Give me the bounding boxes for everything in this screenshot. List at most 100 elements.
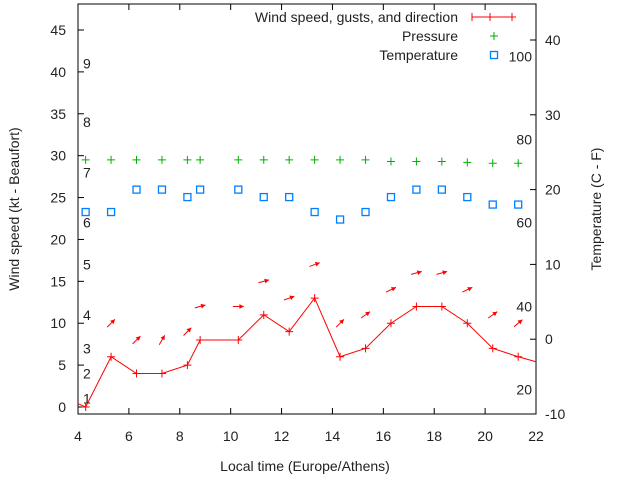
y2-axis-label: Temperature (C - F) [588,148,604,271]
wind-speed-point [107,352,116,361]
legend: Wind speed, gusts, and direction Pressure… [255,9,516,63]
pressure-point [386,157,395,166]
y-tick-label: 40 [50,64,66,80]
temperature-point [234,185,243,194]
legend-label-temperature: Temperature [379,47,458,63]
y-tick-label: 35 [50,106,66,122]
y-tick-label: 10 [50,315,66,331]
y2-tick-label: 20 [545,182,561,198]
temperature-point [81,207,90,217]
temperature-point [259,192,268,202]
beaufort-label: 8 [83,114,91,130]
beaufort-label: 3 [83,340,91,356]
temperature-point [310,207,319,217]
y-tick-label: 0 [58,399,66,415]
wind-speed-point [196,335,205,344]
wind-speed-point [514,352,523,361]
fahrenheit-label: 40 [516,298,532,314]
temperature-point [183,192,192,202]
pressure-point [463,158,472,167]
pressure-point [488,159,497,168]
arrow-head [200,303,206,309]
fahrenheit-label: 20 [516,381,532,397]
y2-tick-label: -10 [545,406,565,422]
wind-direction-arrow [183,327,192,336]
temperature-point [412,185,421,194]
x-tick-label: 16 [376,428,392,444]
wind-direction-arrow [360,311,371,319]
wind-speed-point [234,335,243,344]
wind-direction-arrow [158,334,166,345]
temperature-point [132,185,141,194]
arrow-head [365,311,371,317]
temperature-point [195,185,205,194]
wind-direction-arrow [309,261,320,267]
y-axis-label: Wind speed (kt - Beaufort) [6,127,22,290]
arrow-head [517,319,523,325]
x-tick-label: 14 [325,428,341,444]
pressure-point [132,155,141,164]
x-tick-label: 12 [274,428,290,444]
y-tick-label: 15 [50,273,66,289]
pressure-point [514,159,523,168]
arrow-head [314,261,320,267]
y2-tick-label: 0 [545,331,553,347]
wind-direction-arrow [106,318,116,328]
wind-speed-point [157,369,166,378]
y-tick-label: 5 [58,357,66,373]
arrow-head [160,335,165,341]
arrow-head [492,311,498,317]
pressure-point [196,155,205,164]
legend-swatch-pressure [490,32,498,40]
legend-swatch-temperature [489,50,499,60]
y-tick-label: 25 [50,190,66,206]
wind-speed-point [361,344,370,353]
pressure-point [361,155,370,164]
wind-speed-point [386,319,395,328]
arrow-head [467,287,473,292]
temperature-point [437,185,447,194]
pressure-point [336,155,345,164]
pressure-point [285,155,294,164]
x-tick-label: 20 [477,428,493,444]
arrow-head [186,327,192,333]
x-tick-label: 10 [223,428,239,444]
wind-direction-arrow [487,311,498,319]
pressure-point [157,155,166,164]
pressure-point [234,155,243,164]
pressure-point [81,155,90,164]
temperature-point [514,200,523,209]
arrow-head [264,278,270,284]
x-tick-label: 8 [176,428,184,444]
temperature-point [335,215,345,224]
wind-speed-point [412,302,421,311]
temperature-point [463,192,472,202]
wind-speed-point [463,319,472,328]
legend-swatch-wind-ticks [471,13,513,21]
wind-direction-arrow [436,270,448,275]
x-axis-label: Local time (Europe/Athens) [220,458,390,474]
fahrenheit-label: 60 [516,215,532,231]
wind-direction-arrow [258,278,270,284]
wind-speed-point [81,403,90,411]
pressure-point [183,155,192,164]
pressure-point [107,155,116,164]
pressure-point [412,157,421,166]
beaufort-label: 5 [83,257,91,273]
beaufort-label: 6 [83,215,91,231]
y-tick-label: 20 [50,231,66,247]
wind-speed-point [488,344,497,353]
wind-direction-arrow [132,335,141,345]
wind-direction-arrow [283,295,295,301]
wind-direction-arrow [462,286,473,293]
fahrenheit-label: 100 [509,48,533,64]
arrow-head [289,295,295,300]
legend-label-wind: Wind speed, gusts, and direction [255,9,458,25]
wind-speed-point [437,302,446,311]
pressure-point [437,157,446,166]
wind-speed-point [132,369,141,378]
wind-direction-arrow [194,303,206,309]
wind-direction-arrow [232,304,244,309]
temperature-point [106,207,116,217]
temperature-point [361,207,370,217]
